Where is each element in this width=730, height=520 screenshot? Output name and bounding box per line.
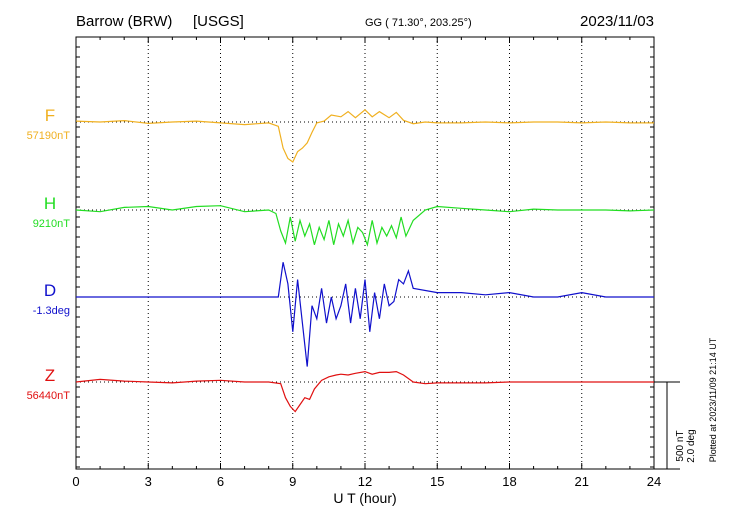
- x-tick-label-0: 0: [72, 474, 79, 489]
- plotted-at-label: Plotted at 2023/11/09 21:14 UT: [708, 337, 718, 462]
- series-name-F: F: [45, 106, 55, 125]
- x-tick-label-12: 12: [358, 474, 372, 489]
- series-baseline-D: -1.3deg: [33, 305, 70, 317]
- x-tick-label-6: 6: [217, 474, 224, 489]
- series-labels: F 57190nT H 9210nT D -1.3deg Z 56440nT: [27, 106, 71, 402]
- series-name-Z: Z: [45, 366, 55, 385]
- x-tick-label-18: 18: [502, 474, 516, 489]
- x-tick-labels: 0 3 6 9 12 15 18 21 24: [72, 474, 661, 489]
- date-label: 2023/11/03: [580, 13, 654, 30]
- series-line-F: [75, 108, 654, 163]
- coords-label: GG ( 71.30°, 203.25°): [365, 17, 472, 29]
- x-axis-label: U T (hour): [333, 490, 396, 506]
- x-tick-label-3: 3: [145, 474, 152, 489]
- x-tick-label-21: 21: [575, 474, 589, 489]
- series-line-H: [75, 205, 655, 247]
- scale-deg-label: 2.0 deg: [686, 429, 697, 462]
- series-name-D: D: [44, 281, 56, 300]
- series-baseline-Z: 56440nT: [27, 390, 71, 402]
- series-baseline-F: 57190nT: [27, 130, 71, 142]
- series-lines: [75, 108, 655, 413]
- series-line-D: [76, 262, 654, 367]
- station-title: Barrow (BRW): [76, 13, 172, 30]
- x-tick-label-9: 9: [289, 474, 296, 489]
- vertical-grid: [147, 37, 583, 469]
- x-tick-label-24: 24: [647, 474, 661, 489]
- series-name-H: H: [44, 194, 56, 213]
- scale-nt-label: 500 nT: [675, 430, 686, 461]
- series-line-Z: [75, 370, 654, 413]
- axis-ticks: [75, 37, 655, 469]
- x-tick-label-15: 15: [430, 474, 444, 489]
- source-label: [USGS]: [193, 13, 244, 30]
- series-baseline-H: 9210nT: [33, 218, 71, 230]
